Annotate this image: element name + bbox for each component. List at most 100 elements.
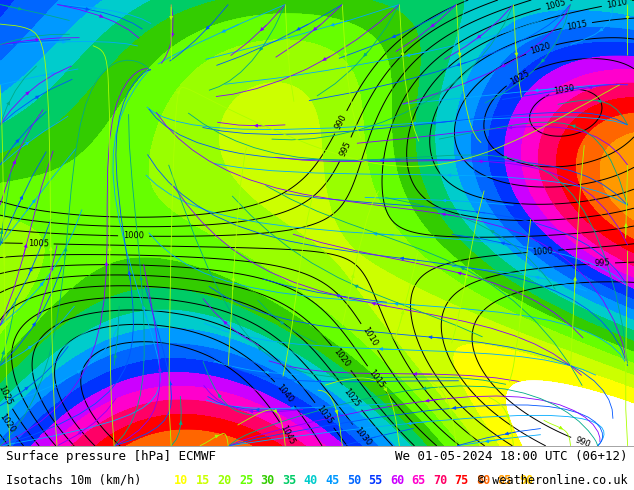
FancyArrowPatch shape [113, 354, 117, 363]
FancyArrowPatch shape [55, 41, 65, 43]
FancyArrowPatch shape [541, 59, 545, 62]
FancyArrowPatch shape [509, 126, 515, 129]
FancyArrowPatch shape [249, 410, 253, 413]
FancyArrowPatch shape [506, 415, 508, 417]
FancyArrowPatch shape [224, 321, 227, 324]
FancyArrowPatch shape [40, 282, 43, 287]
FancyArrowPatch shape [401, 257, 420, 261]
FancyArrowPatch shape [266, 371, 269, 374]
FancyArrowPatch shape [503, 156, 507, 159]
FancyArrowPatch shape [458, 272, 466, 275]
FancyArrowPatch shape [336, 294, 346, 297]
FancyArrowPatch shape [443, 199, 459, 202]
FancyArrowPatch shape [477, 35, 481, 38]
FancyArrowPatch shape [17, 196, 23, 208]
FancyArrowPatch shape [206, 25, 210, 29]
FancyArrowPatch shape [626, 7, 629, 19]
FancyArrowPatch shape [335, 410, 338, 414]
Text: Isotachs 10m (km/h): Isotachs 10m (km/h) [6, 474, 142, 487]
FancyArrowPatch shape [0, 231, 3, 243]
Text: 40: 40 [304, 474, 318, 487]
FancyArrowPatch shape [100, 15, 103, 17]
Text: 1025: 1025 [342, 387, 362, 409]
FancyArrowPatch shape [624, 224, 627, 236]
FancyArrowPatch shape [23, 387, 28, 391]
FancyArrowPatch shape [49, 267, 53, 279]
FancyArrowPatch shape [505, 432, 515, 435]
Text: 60: 60 [390, 474, 404, 487]
Text: 80: 80 [476, 474, 490, 487]
FancyArrowPatch shape [429, 336, 444, 339]
FancyArrowPatch shape [215, 435, 219, 438]
FancyArrowPatch shape [222, 24, 238, 32]
FancyArrowPatch shape [291, 407, 299, 410]
FancyArrowPatch shape [392, 33, 402, 38]
Text: 1025: 1025 [0, 384, 14, 407]
FancyArrowPatch shape [570, 87, 579, 90]
FancyArrowPatch shape [260, 47, 262, 50]
FancyArrowPatch shape [261, 25, 266, 30]
FancyArrowPatch shape [536, 276, 542, 279]
FancyArrowPatch shape [169, 382, 172, 385]
Text: © weatheronline.co.uk: © weatheronline.co.uk [478, 474, 628, 487]
Text: 20: 20 [217, 474, 231, 487]
FancyArrowPatch shape [41, 73, 55, 75]
FancyArrowPatch shape [3, 5, 22, 10]
FancyArrowPatch shape [600, 28, 603, 31]
FancyArrowPatch shape [331, 21, 349, 26]
Text: 995: 995 [594, 259, 611, 269]
FancyArrowPatch shape [77, 370, 81, 373]
Text: 995: 995 [338, 140, 353, 158]
FancyArrowPatch shape [29, 268, 32, 275]
Text: 85: 85 [498, 474, 512, 487]
FancyArrowPatch shape [515, 44, 518, 56]
FancyArrowPatch shape [15, 140, 19, 144]
FancyArrowPatch shape [501, 242, 511, 245]
FancyArrowPatch shape [438, 92, 442, 94]
FancyArrowPatch shape [297, 278, 299, 290]
FancyArrowPatch shape [501, 64, 506, 67]
Text: 50: 50 [347, 474, 361, 487]
Text: 55: 55 [368, 474, 382, 487]
Text: 25: 25 [239, 474, 253, 487]
FancyArrowPatch shape [431, 23, 436, 27]
FancyArrowPatch shape [351, 274, 354, 287]
Text: 1005: 1005 [544, 0, 567, 12]
FancyArrowPatch shape [448, 174, 465, 177]
FancyArrowPatch shape [535, 89, 554, 92]
Text: 1005: 1005 [27, 239, 49, 248]
FancyArrowPatch shape [64, 248, 67, 260]
FancyArrowPatch shape [170, 7, 172, 19]
FancyArrowPatch shape [491, 231, 495, 233]
FancyArrowPatch shape [598, 100, 601, 102]
Text: 65: 65 [411, 474, 425, 487]
FancyArrowPatch shape [461, 268, 467, 270]
FancyArrowPatch shape [413, 122, 432, 124]
FancyArrowPatch shape [559, 426, 562, 429]
FancyArrowPatch shape [23, 245, 27, 256]
FancyArrowPatch shape [364, 51, 368, 56]
Text: 1020: 1020 [529, 42, 552, 56]
FancyArrowPatch shape [140, 277, 143, 289]
FancyArrowPatch shape [105, 262, 108, 272]
FancyArrowPatch shape [408, 421, 427, 425]
FancyArrowPatch shape [158, 368, 161, 371]
FancyArrowPatch shape [13, 161, 15, 167]
FancyArrowPatch shape [23, 142, 29, 147]
Text: Surface pressure [hPa] ECMWF: Surface pressure [hPa] ECMWF [6, 450, 216, 464]
Text: 990: 990 [574, 435, 592, 449]
FancyArrowPatch shape [476, 211, 485, 214]
Text: 1010: 1010 [606, 0, 628, 10]
Text: 1030: 1030 [553, 84, 575, 97]
FancyArrowPatch shape [7, 102, 10, 105]
Text: 1035: 1035 [314, 404, 334, 426]
FancyArrowPatch shape [519, 315, 522, 326]
FancyArrowPatch shape [395, 302, 415, 305]
FancyArrowPatch shape [26, 92, 29, 95]
FancyArrowPatch shape [443, 213, 451, 216]
Text: 1030: 1030 [353, 425, 373, 447]
FancyArrowPatch shape [414, 372, 432, 375]
FancyArrowPatch shape [486, 439, 505, 442]
FancyArrowPatch shape [401, 44, 404, 56]
FancyArrowPatch shape [78, 432, 82, 434]
